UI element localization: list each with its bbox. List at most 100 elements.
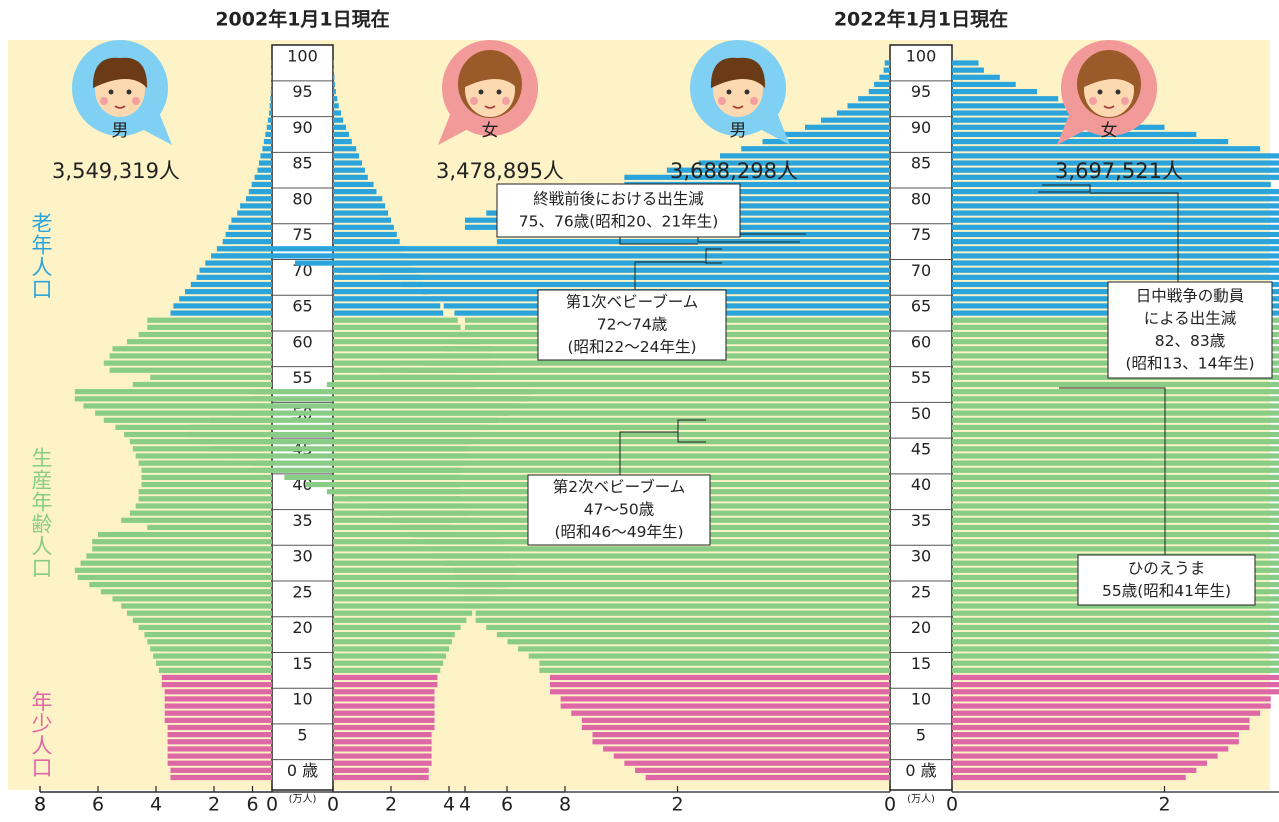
x-tick-label: 2 bbox=[208, 794, 220, 816]
bar bbox=[333, 75, 334, 80]
bar bbox=[265, 132, 272, 137]
bar bbox=[952, 511, 1279, 516]
bar bbox=[150, 375, 272, 380]
bar bbox=[333, 182, 374, 187]
annotation-text: 82、83歳 bbox=[1155, 332, 1225, 350]
bar bbox=[142, 468, 273, 473]
bar bbox=[262, 146, 272, 151]
x-tick-label: 2 bbox=[385, 794, 397, 816]
bar bbox=[858, 96, 890, 101]
bar bbox=[147, 639, 272, 644]
bar bbox=[518, 646, 890, 651]
bar bbox=[333, 703, 435, 708]
age-label: 85 bbox=[911, 154, 931, 173]
cheek bbox=[718, 97, 726, 105]
bar bbox=[271, 75, 272, 80]
bar bbox=[465, 589, 890, 594]
bar bbox=[952, 453, 1279, 458]
age-label: 45 bbox=[911, 439, 931, 458]
cheek bbox=[132, 97, 140, 105]
eye bbox=[497, 90, 502, 95]
bar bbox=[952, 418, 1279, 423]
bar bbox=[333, 653, 446, 658]
bar bbox=[952, 689, 1279, 694]
bar bbox=[952, 661, 1279, 666]
age-label: 60 bbox=[292, 332, 312, 351]
bar bbox=[952, 675, 1279, 680]
bar bbox=[952, 411, 1279, 416]
bar bbox=[81, 561, 272, 566]
bar bbox=[952, 525, 1279, 530]
x-tick-label: 4 bbox=[443, 794, 455, 816]
x-tick-label: 4 bbox=[150, 794, 162, 816]
bar bbox=[237, 210, 272, 215]
bar bbox=[952, 239, 1279, 244]
bar bbox=[497, 239, 890, 244]
bar bbox=[952, 468, 1279, 473]
bar bbox=[952, 268, 1279, 273]
bar bbox=[333, 675, 437, 680]
annotation-text: 第2次ベビーブーム bbox=[553, 477, 685, 496]
bar bbox=[327, 382, 890, 387]
bar bbox=[179, 296, 272, 301]
bar bbox=[444, 561, 890, 566]
bar bbox=[165, 689, 272, 694]
bar bbox=[162, 675, 272, 680]
bar bbox=[952, 96, 1058, 101]
bar bbox=[258, 168, 273, 173]
bar bbox=[253, 389, 891, 394]
age-label: 100 bbox=[906, 47, 937, 66]
bar bbox=[162, 682, 272, 687]
cheek bbox=[470, 97, 478, 105]
bar bbox=[147, 525, 272, 530]
bar bbox=[805, 125, 890, 130]
bar bbox=[333, 232, 397, 237]
bar bbox=[952, 60, 979, 65]
x-tick-label: 8 bbox=[559, 794, 571, 816]
bar bbox=[952, 475, 1279, 480]
bar bbox=[952, 482, 1279, 487]
bar bbox=[952, 625, 1279, 630]
bar bbox=[333, 632, 455, 637]
x-tick-label: 0 bbox=[946, 794, 958, 816]
bar bbox=[333, 682, 437, 687]
bar bbox=[221, 253, 890, 258]
eye bbox=[109, 90, 114, 95]
bar bbox=[333, 310, 443, 315]
bar bbox=[78, 575, 272, 580]
bar bbox=[952, 225, 1279, 230]
annotation-text: 47〜50歳 bbox=[584, 501, 654, 519]
bar bbox=[333, 325, 461, 330]
bar bbox=[333, 139, 352, 144]
bar bbox=[264, 139, 272, 144]
bar bbox=[267, 125, 272, 130]
bar bbox=[952, 203, 1279, 208]
age-label: 60 bbox=[911, 332, 931, 351]
bar bbox=[550, 682, 890, 687]
bar bbox=[869, 89, 890, 94]
bar bbox=[952, 739, 1239, 744]
bar bbox=[433, 546, 890, 551]
bar bbox=[333, 725, 435, 730]
bar bbox=[333, 96, 337, 101]
bar bbox=[333, 68, 334, 73]
bar bbox=[952, 68, 984, 73]
bar bbox=[333, 753, 432, 758]
age-label: 10 bbox=[911, 690, 931, 709]
bar bbox=[246, 196, 272, 201]
age-label: 90 bbox=[292, 118, 312, 137]
bar bbox=[249, 189, 272, 194]
bar bbox=[168, 746, 272, 751]
bar bbox=[952, 703, 1271, 708]
eye bbox=[479, 90, 484, 95]
bar bbox=[189, 425, 890, 430]
bar bbox=[952, 196, 1279, 201]
bar bbox=[231, 246, 890, 251]
bar bbox=[200, 268, 273, 273]
x-tick-label: 6 bbox=[246, 794, 258, 816]
bar bbox=[333, 175, 368, 180]
bar bbox=[333, 775, 429, 780]
age-label: 65 bbox=[911, 297, 931, 316]
bar bbox=[139, 489, 272, 494]
bar bbox=[952, 75, 1000, 80]
